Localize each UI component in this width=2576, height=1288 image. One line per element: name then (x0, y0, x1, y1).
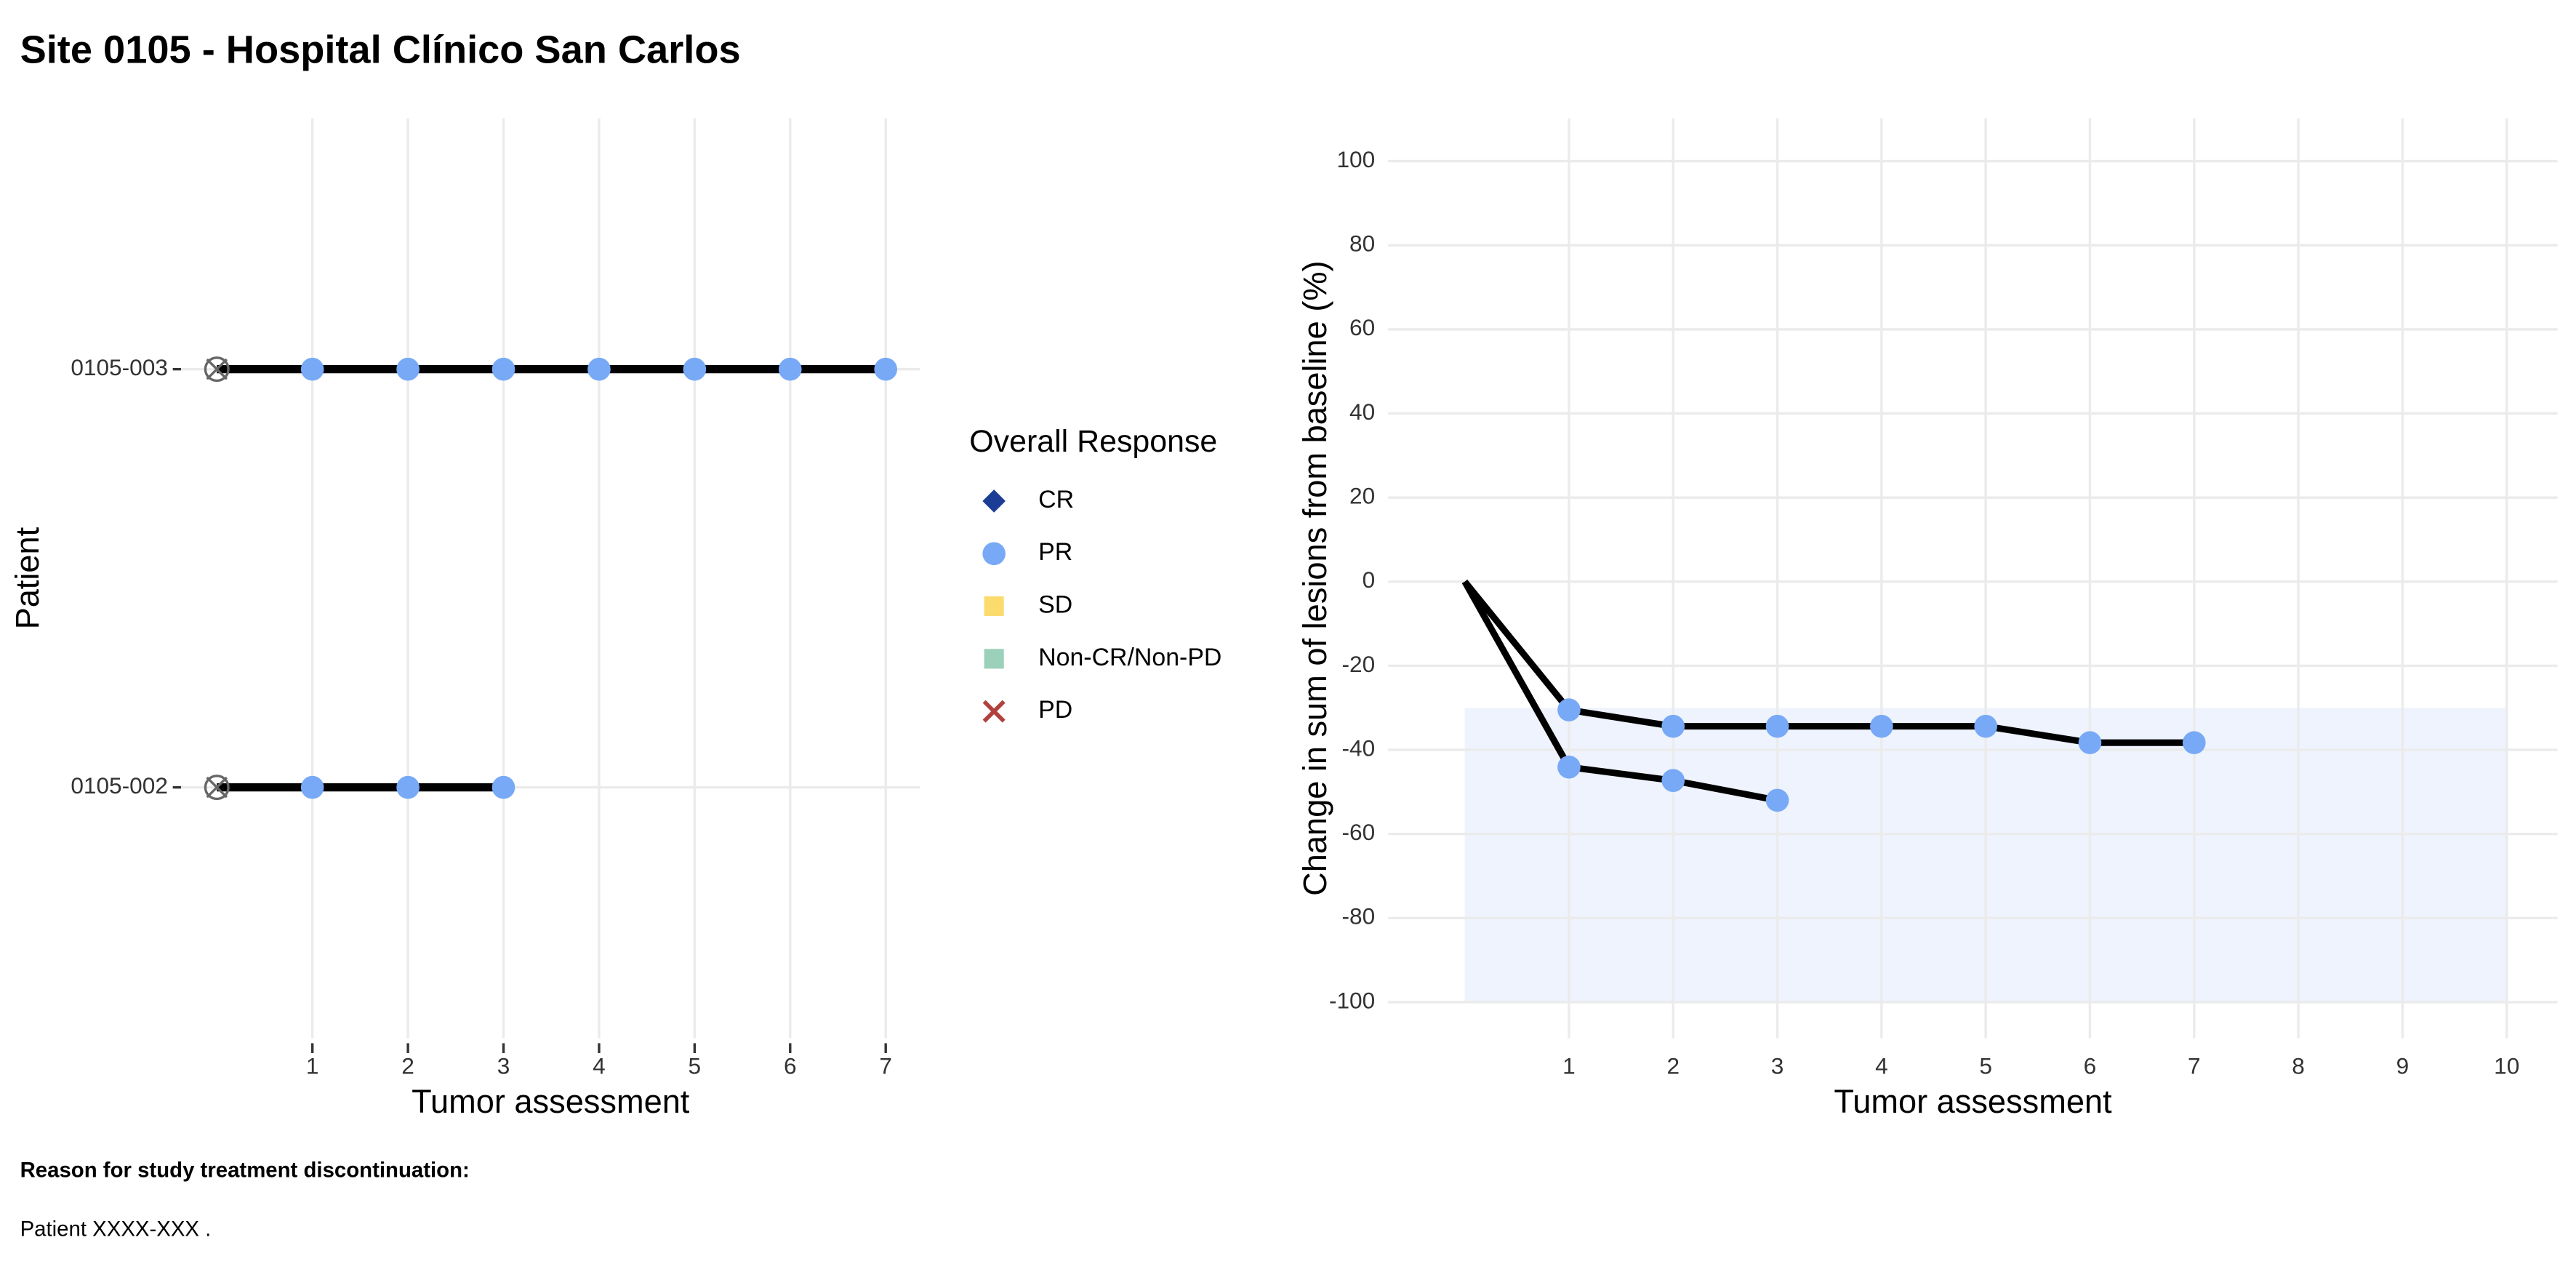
response-point (982, 700, 1006, 723)
response-line (1462, 579, 2194, 746)
y-tick-label: 40 (1349, 399, 1375, 425)
response-point (1661, 769, 1685, 793)
response-point (491, 357, 515, 381)
footer-text: Patient XXXX-XXX . (20, 1217, 212, 1241)
y-tick-label: 0 (1363, 567, 1376, 593)
baseline-ring (204, 356, 230, 383)
response-point (683, 357, 707, 381)
x-tick-label: 8 (2292, 1053, 2305, 1079)
baseline-marker (204, 775, 230, 801)
y-tick-label: -80 (1342, 903, 1376, 929)
response-point (1661, 714, 1685, 738)
y-tick-label: -100 (1329, 987, 1375, 1013)
baseline-cross (206, 776, 228, 799)
y-tick-label: -60 (1342, 819, 1376, 845)
response-point (396, 775, 420, 799)
baseline-ring (204, 775, 230, 801)
legend-label: CR (1038, 486, 1074, 513)
x-tick-label: 4 (593, 1053, 606, 1079)
response-point (1974, 714, 1997, 738)
response-point (587, 357, 611, 381)
legend-label: SD (1038, 591, 1072, 618)
response-point (982, 489, 1006, 513)
response-point (874, 357, 898, 381)
response-line (1461, 580, 1778, 804)
y-tick-label: 20 (1349, 482, 1375, 508)
y-tick-label: 80 (1349, 231, 1375, 257)
x-tick-label: 7 (2188, 1053, 2201, 1079)
x-axis-label: Tumor assessment (412, 1083, 690, 1120)
x-tick-label: 4 (1875, 1053, 1888, 1079)
response-point (1765, 788, 1789, 812)
x-tick-label: 6 (784, 1053, 797, 1079)
response-point (1557, 698, 1581, 721)
legend-label: Non-CR/Non-PD (1038, 644, 1221, 671)
response-point (2182, 731, 2206, 755)
y-tick-label: 60 (1349, 314, 1375, 340)
y-tick-label: 0105-002 (71, 772, 168, 799)
y-tick-label: -20 (1342, 651, 1376, 677)
response-point (1765, 714, 1789, 738)
x-tick-label: 3 (497, 1053, 510, 1079)
legend-title: Overall Response (969, 424, 1217, 459)
response-point (1870, 714, 1893, 738)
x-tick-label: 6 (2084, 1053, 2097, 1079)
response-point (1557, 755, 1581, 779)
x-tick-label: 1 (306, 1053, 319, 1079)
response-point (984, 649, 1004, 669)
response-point (778, 357, 802, 381)
x-tick-label: 2 (401, 1053, 414, 1079)
x-tick-label: 5 (689, 1053, 702, 1079)
legend-label: PD (1038, 696, 1072, 724)
legend-label: PR (1038, 538, 1072, 566)
page-title: Site 0105 - Hospital Clínico San Carlos (20, 28, 741, 72)
x-tick-label: 3 (1771, 1053, 1784, 1079)
response-point (300, 775, 324, 799)
footer-heading: Reason for study treatment discontinuati… (20, 1158, 470, 1182)
y-tick-label: 0105-003 (71, 354, 168, 380)
response-point (300, 357, 324, 381)
x-tick-label: 7 (879, 1053, 892, 1079)
response-point (396, 357, 420, 381)
x-tick-label: 1 (1562, 1053, 1576, 1079)
y-axis-label: Change in sum of lesions from baseline (… (1296, 260, 1333, 895)
x-axis-label: Tumor assessment (1834, 1083, 2112, 1120)
x-tick-label: 10 (2494, 1053, 2519, 1079)
y-axis-label: Patient (9, 527, 46, 629)
baseline-cross (206, 358, 228, 380)
response-point (982, 542, 1006, 566)
response-point (2078, 731, 2102, 755)
response-point (984, 596, 1004, 617)
x-tick-label: 2 (1666, 1053, 1680, 1079)
x-tick-label: 9 (2396, 1053, 2410, 1079)
baseline-marker (204, 356, 230, 383)
x-tick-label: 5 (1979, 1053, 1992, 1079)
y-tick-label: -40 (1342, 735, 1376, 761)
y-tick-label: 100 (1336, 146, 1375, 172)
response-point (491, 775, 515, 799)
